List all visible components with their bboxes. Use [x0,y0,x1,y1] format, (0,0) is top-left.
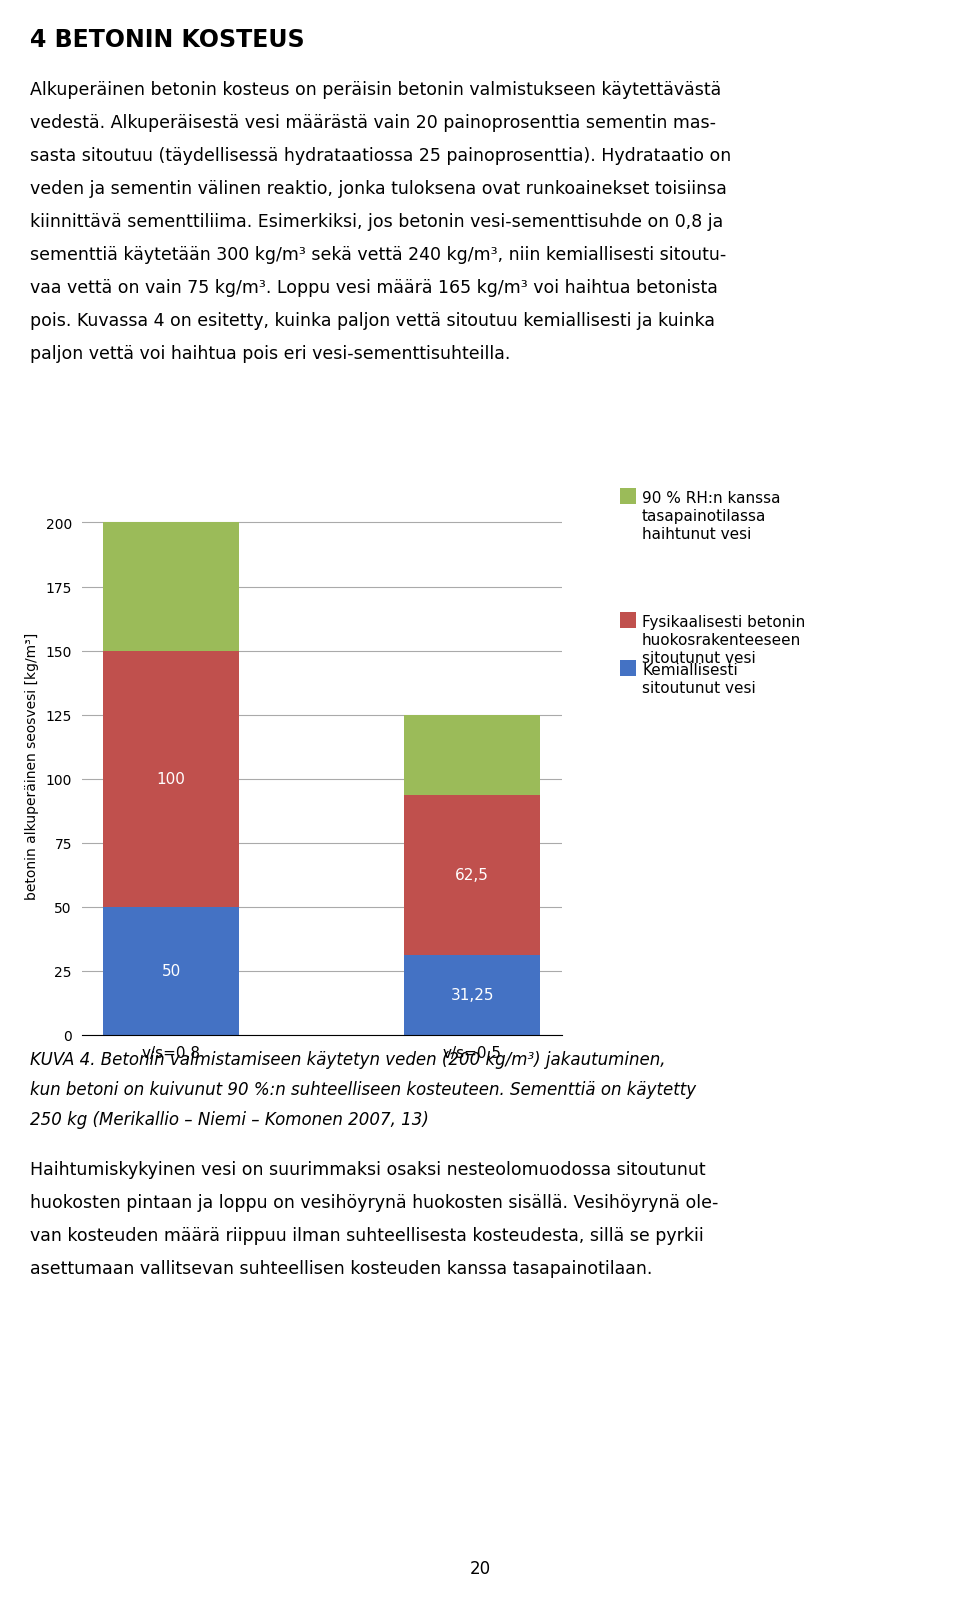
Text: kiinnittävä sementtiliima. Esimerkiksi, jos betonin vesi-sementtisuhde on 0,8 ja: kiinnittävä sementtiliima. Esimerkiksi, … [30,213,723,231]
Text: veden ja sementin välinen reaktio, jonka tuloksena ovat runkoainekset toisiinsa: veden ja sementin välinen reaktio, jonka… [30,180,727,197]
Bar [404,794,540,955]
Text: vedestä. Alkuperäisestä vesi määrästä vain 20 painoprosenttia sementin mas-: vedestä. Alkuperäisestä vesi määrästä va… [30,114,716,132]
Text: Kemiallisesti: Kemiallisesti [642,663,737,677]
Text: sitoutunut vesi: sitoutunut vesi [642,681,756,695]
Bar [404,955,540,1035]
Text: 31,25: 31,25 [450,987,493,1003]
Text: 4 BETONIN KOSTEUS: 4 BETONIN KOSTEUS [30,27,304,51]
Bar [104,907,239,1035]
Text: paljon vettä voi haihtua pois eri vesi-sementtisuhteilla.: paljon vettä voi haihtua pois eri vesi-s… [30,345,511,363]
Text: 90 % RH:n kanssa: 90 % RH:n kanssa [642,491,780,506]
Text: tasapainotilassa: tasapainotilassa [642,509,766,523]
Text: asettumaan vallitsevan suhteellisen kosteuden kanssa tasapainotilaan.: asettumaan vallitsevan suhteellisen kost… [30,1260,653,1278]
Text: huokosrakenteeseen: huokosrakenteeseen [642,632,802,647]
FancyBboxPatch shape [620,661,636,677]
Text: 100: 100 [156,772,185,786]
Text: Fysikaalisesti betonin: Fysikaalisesti betonin [642,615,805,629]
Text: Haihtumiskykyinen vesi on suurimmaksi osaksi nesteolomuodossa sitoutunut: Haihtumiskykyinen vesi on suurimmaksi os… [30,1160,706,1178]
Text: 250 kg (Merikallio – Niemi – Komonen 2007, 13): 250 kg (Merikallio – Niemi – Komonen 200… [30,1111,429,1128]
Text: kun betoni on kuivunut 90 %:n suhteelliseen kosteuteen. Sementtiä on käytetty: kun betoni on kuivunut 90 %:n suhteellis… [30,1080,696,1098]
Text: Alkuperäinen betonin kosteus on peräisin betonin valmistukseen käytettävästä: Alkuperäinen betonin kosteus on peräisin… [30,80,721,100]
Bar [104,523,239,652]
Text: sasta sitoutuu (täydellisessä hydrataatiossa 25 painoprosenttia). Hydrataatio on: sasta sitoutuu (täydellisessä hydrataati… [30,148,732,165]
Text: huokosten pintaan ja loppu on vesihöyrynä huokosten sisällä. Vesihöyrynä ole-: huokosten pintaan ja loppu on vesihöyryn… [30,1193,718,1212]
Text: KUVA 4. Betonin valmistamiseen käytetyn veden (200 kg/m³) jakautuminen,: KUVA 4. Betonin valmistamiseen käytetyn … [30,1050,665,1069]
Bar [404,716,540,794]
Text: 50: 50 [161,963,180,979]
FancyBboxPatch shape [620,613,636,629]
Bar [104,652,239,907]
Text: 62,5: 62,5 [455,868,489,883]
FancyBboxPatch shape [620,488,636,504]
Text: haihtunut vesi: haihtunut vesi [642,526,752,541]
Y-axis label: betonin alkuperäinen seosvesi [kg/m³]: betonin alkuperäinen seosvesi [kg/m³] [25,632,38,900]
Text: vaa vettä on vain 75 kg/m³. Loppu vesi määrä 165 kg/m³ voi haihtua betonista: vaa vettä on vain 75 kg/m³. Loppu vesi m… [30,279,718,297]
Text: pois. Kuvassa 4 on esitetty, kuinka paljon vettä sitoutuu kemiallisesti ja kuink: pois. Kuvassa 4 on esitetty, kuinka palj… [30,311,715,329]
Text: sementtiä käytetään 300 kg/m³ sekä vettä 240 kg/m³, niin kemiallisesti sitoutu-: sementtiä käytetään 300 kg/m³ sekä vettä… [30,246,727,263]
Text: sitoutunut vesi: sitoutunut vesi [642,650,756,666]
Text: van kosteuden määrä riippuu ilman suhteellisesta kosteudesta, sillä se pyrkii: van kosteuden määrä riippuu ilman suhtee… [30,1226,704,1244]
Text: 20: 20 [469,1558,491,1578]
